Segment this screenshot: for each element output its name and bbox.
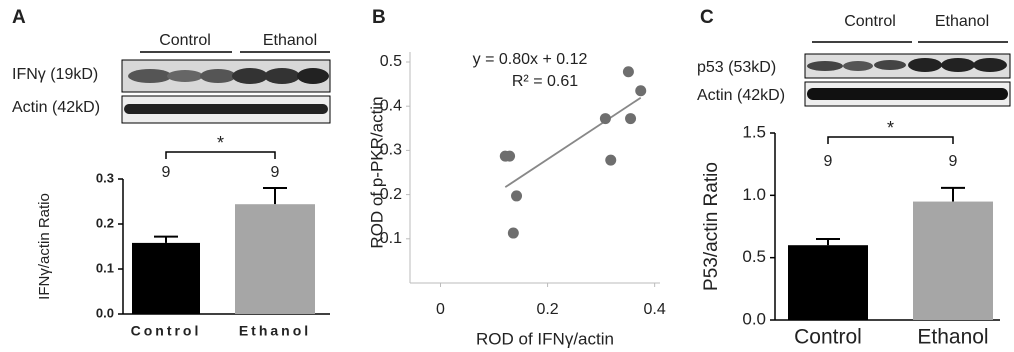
- y-axis-label: ROD of p-PKR/actin: [367, 96, 386, 248]
- n-label: 9: [271, 164, 280, 181]
- n-label: 9: [949, 153, 958, 170]
- point: [504, 151, 515, 162]
- bar: [235, 204, 315, 314]
- significance: *: [887, 118, 894, 138]
- y-axis-label: IFNγ/actin Ratio: [36, 193, 53, 300]
- y-tick-label: 0.2: [96, 215, 114, 230]
- panel-letter: A: [12, 7, 26, 28]
- significance-bracket: [166, 152, 275, 159]
- blot-a: [122, 60, 330, 123]
- trendline: [505, 98, 640, 187]
- y-tick-label: 0.0: [96, 305, 114, 320]
- y-tick-label: 0.3: [96, 170, 114, 185]
- blot-label: Actin (42kD): [12, 99, 100, 116]
- y-tick-label: 0.1: [96, 260, 114, 275]
- blot-group: Control: [844, 13, 896, 30]
- n-label: 9: [162, 164, 171, 181]
- point: [600, 113, 611, 124]
- point: [605, 155, 616, 166]
- point: [623, 66, 634, 77]
- point: [625, 113, 636, 124]
- bar: [913, 202, 993, 320]
- figure: A 0.0 0.1 0.2 0.3 Control 9 Ethanol 9 * IFNγ/actin…: [0, 0, 1014, 352]
- bar: [788, 245, 868, 320]
- y-axis-label: P53/actin Ratio: [701, 162, 722, 291]
- point: [511, 190, 522, 201]
- n-label: 9: [824, 153, 833, 170]
- y-tick-label: 0.5: [742, 247, 766, 266]
- blot-label: p53 (53kD): [697, 59, 776, 76]
- x-tick-label: 0.2: [536, 301, 558, 318]
- blot-group: Control: [159, 32, 211, 49]
- x-tick-label: Control: [794, 326, 862, 349]
- blot-group: Ethanol: [263, 32, 317, 49]
- y-tick-label: 1.0: [742, 185, 766, 204]
- y-tick-label: 0.5: [380, 53, 402, 70]
- trend-equation: y = 0.80x + 0.12: [473, 51, 588, 68]
- point: [508, 228, 519, 239]
- blot-group: Ethanol: [935, 13, 989, 30]
- bar: [132, 243, 200, 314]
- blot-label: Actin (42kD): [697, 87, 785, 104]
- significance: *: [217, 133, 224, 153]
- y-tick-label: 1.5: [742, 122, 766, 141]
- x-tick-label: 0.4: [644, 301, 666, 318]
- y-tick-label: 0.0: [742, 309, 766, 328]
- x-tick-label: Control: [131, 323, 202, 339]
- panel-letter: C: [700, 7, 714, 28]
- blot-label: IFNγ (19kD): [12, 66, 98, 83]
- blot-c: [805, 54, 1010, 106]
- x-axis-label: ROD of IFNγ/actin: [476, 329, 614, 348]
- significance-bracket: [828, 137, 953, 144]
- point: [635, 85, 646, 96]
- x-tick-label: Ethanol: [917, 326, 988, 349]
- x-tick-label: 0: [436, 301, 445, 318]
- panel-letter: B: [372, 7, 386, 28]
- x-tick-label: Ethanol: [239, 323, 311, 339]
- trend-r2: R² = 0.61: [512, 73, 578, 90]
